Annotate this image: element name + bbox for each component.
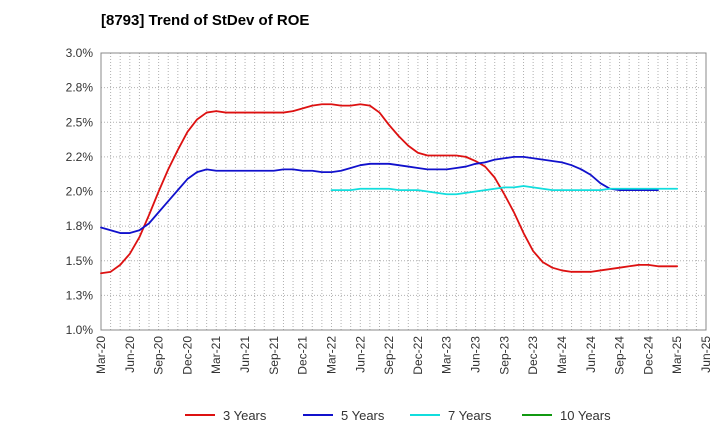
series-lines (100, 103, 679, 275)
x-tick-label: Mar-25 (670, 336, 684, 374)
x-tick-label: Mar-22 (324, 336, 338, 374)
x-tick-label: Sep-23 (497, 336, 511, 375)
series-line-7-years (330, 185, 679, 196)
y-tick-label: 2.2% (66, 150, 94, 164)
axes: 1.0% 1.3% 1.5% 1.8% 2.0% 2.2% 2.5% 2.8% 3.0% Mar-… (66, 46, 713, 375)
x-tick-label: Sep-20 (152, 336, 166, 375)
x-tick-label: Dec-23 (526, 336, 540, 375)
x-tick-label: Dec-24 (641, 336, 655, 375)
plot-border (100, 52, 707, 331)
x-tick-label: Dec-22 (411, 336, 425, 375)
x-tick-label: Sep-22 (382, 336, 396, 375)
x-tick-label: Dec-21 (296, 336, 310, 375)
y-tick-label: 1.0% (66, 323, 94, 337)
x-tick-label: Jun-22 (353, 336, 367, 373)
legend-label: 7 Years (448, 408, 492, 423)
x-tick-label: Sep-24 (613, 336, 627, 375)
y-tick-label: 1.5% (66, 254, 94, 268)
series-line-3-years (100, 103, 679, 275)
x-tick-label: Jun-23 (469, 336, 483, 373)
x-tick-label: Jun-21 (238, 336, 252, 373)
legend-label: 10 Years (560, 408, 611, 423)
y-tick-label: 1.3% (66, 288, 94, 302)
legend-label: 3 Years (223, 408, 267, 423)
y-tick-label: 1.8% (66, 219, 94, 233)
x-tick-label: Mar-21 (209, 336, 223, 374)
series-line-5-years (100, 155, 659, 234)
grid (100, 52, 707, 331)
legend: 3 Years 5 Years 7 Years 10 Years (185, 408, 611, 423)
x-tick-label: Dec-20 (180, 336, 194, 375)
x-tick-label: Jun-24 (584, 336, 598, 373)
x-tick-label: Jun-20 (123, 336, 137, 373)
x-tick-label: Sep-21 (267, 336, 281, 375)
x-tick-label: Jun-25 (699, 336, 713, 373)
x-tick-label: Mar-24 (555, 336, 569, 374)
x-tick-label: Mar-20 (94, 336, 108, 374)
y-tick-label: 2.0% (66, 185, 94, 199)
chart-title: [8793] Trend of StDev of ROE (101, 12, 310, 29)
y-tick-label: 2.5% (66, 115, 94, 129)
y-tick-label: 3.0% (66, 46, 94, 60)
legend-label: 5 Years (341, 408, 385, 423)
y-tick-label: 2.8% (66, 81, 94, 95)
x-tick-label: Mar-23 (440, 336, 454, 374)
